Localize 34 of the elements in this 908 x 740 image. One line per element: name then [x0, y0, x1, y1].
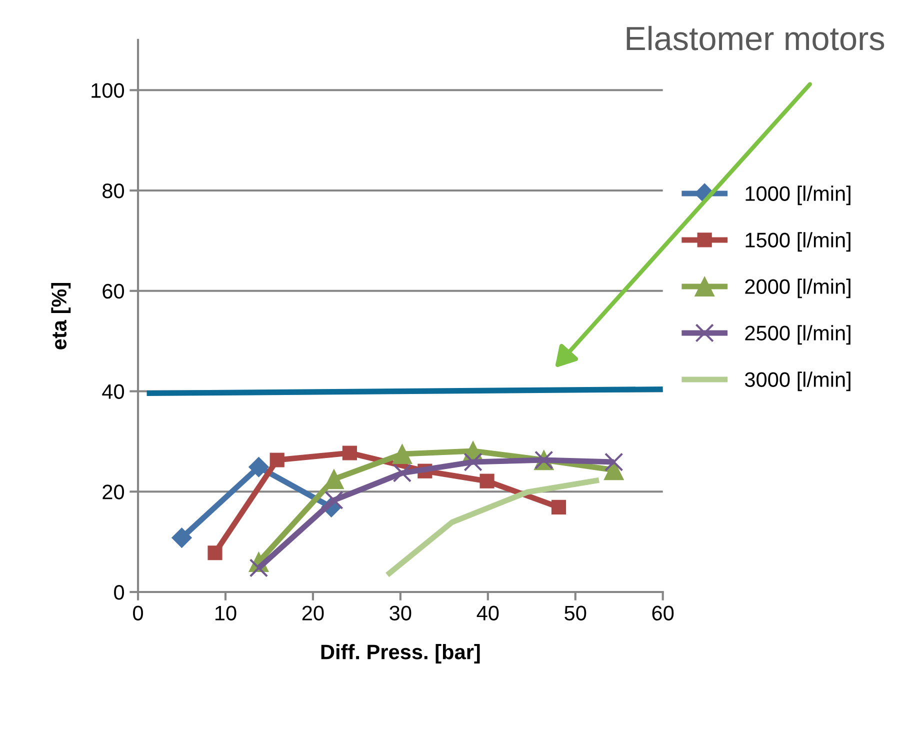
y-tick-label: 60 — [102, 284, 124, 299]
point — [324, 490, 344, 510]
y-tick-label: 0 — [114, 585, 124, 600]
point — [342, 446, 357, 460]
point — [551, 500, 566, 514]
y-tick-label: 100 — [92, 83, 124, 98]
y-tick-label: 20 — [102, 484, 124, 500]
x-tick-label: 10 — [215, 606, 236, 620]
legend-label: 2500 [l/min] — [745, 325, 850, 345]
point — [480, 474, 494, 488]
y-axis-title: eta [%] — [51, 283, 71, 350]
y-tick-label: 80 — [102, 184, 124, 198]
x-tick-label: 40 — [476, 606, 499, 620]
point — [392, 464, 412, 482]
point — [249, 558, 268, 578]
y-tick-label: 40 — [102, 384, 124, 400]
x-tick-label: 30 — [390, 606, 412, 620]
point — [464, 452, 482, 472]
point — [392, 444, 412, 464]
legend-label: 1500 [l/min] — [746, 232, 850, 252]
x-tick-label: 20 — [302, 606, 324, 620]
annotation: Elastomer motors — [626, 26, 884, 50]
legend-label: 3000 [l/min] — [744, 372, 850, 392]
point — [270, 452, 284, 468]
point — [208, 546, 222, 560]
point — [248, 456, 269, 478]
x-tick-label: 0 — [133, 606, 143, 620]
point — [604, 452, 624, 472]
x-axis-title: Diff. Press. [bar] — [321, 644, 480, 664]
point — [172, 528, 192, 548]
x-tick-label: 60 — [652, 606, 674, 620]
x-tick-label: 50 — [564, 606, 586, 620]
legend-label: 1000 [l/min] — [746, 186, 850, 206]
legend-label: 2000 [l/min] — [745, 278, 850, 298]
